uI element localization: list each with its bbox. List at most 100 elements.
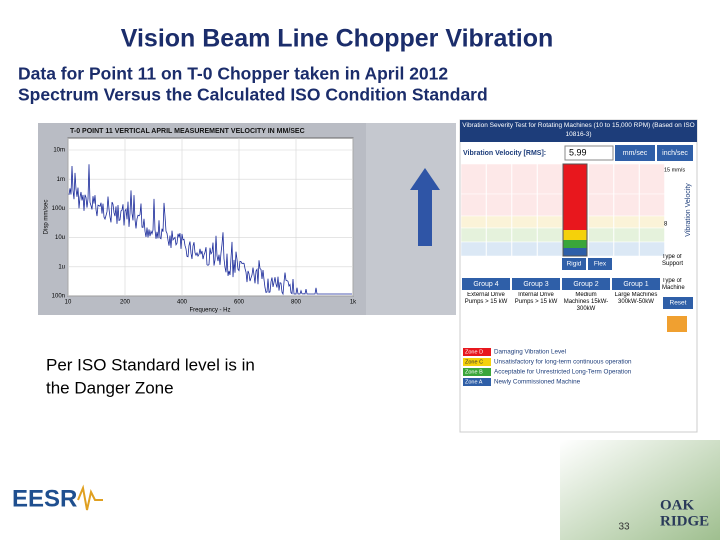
legend-text: Damaging Vibration Level	[494, 349, 566, 356]
scale-label: 8	[664, 222, 668, 228]
zone-cell	[639, 193, 665, 217]
zone-cell	[486, 227, 512, 243]
support-button[interactable]	[562, 258, 586, 270]
zone-level	[563, 240, 587, 248]
zone-cell	[537, 215, 563, 229]
unit-button[interactable]	[657, 145, 693, 161]
x-tick-label: 1k	[350, 300, 357, 306]
iso-header: Vibration Severity Test for Rotating Mac…	[462, 122, 695, 138]
legend-zone: Zone A	[465, 379, 483, 385]
arrow-shaft	[418, 188, 432, 246]
zone-cell	[486, 193, 512, 217]
group: Group 1	[623, 281, 648, 288]
x-tick-label: 800	[291, 300, 302, 306]
group-desc: External Drive Pumps > 15 kW	[464, 292, 508, 305]
group-desc: Large Machines 300kW-50kW	[614, 292, 658, 305]
zone-cell	[613, 227, 640, 243]
zone-cell	[511, 227, 538, 243]
zone-cell	[460, 241, 487, 257]
group-tab	[462, 278, 510, 290]
zone-level	[563, 248, 587, 256]
support: Flex	[594, 261, 607, 268]
zone-level	[563, 230, 587, 240]
zone-cell	[639, 227, 665, 243]
zone-cell	[511, 241, 538, 257]
unit: inch/sec	[662, 150, 688, 157]
title: Vision Beam Line Chopper Vibration	[121, 25, 553, 53]
page-number: 33	[618, 522, 630, 533]
corner-gradient	[560, 440, 720, 540]
zone-cell	[588, 241, 614, 257]
zone-cell	[460, 215, 487, 229]
note: Per ISO Standard level is in	[46, 355, 255, 374]
spectrum-line	[68, 164, 352, 296]
logo-right: OAK	[660, 497, 695, 513]
zone-cell	[639, 241, 665, 257]
legend-swatch	[463, 348, 491, 356]
legend-zone: Zone D	[465, 349, 483, 355]
zone-cell	[613, 241, 640, 257]
velocity-input	[564, 145, 614, 161]
group: Group 4	[473, 281, 498, 288]
y-axis-label: Disp mm/sec	[44, 200, 50, 235]
scale-label: 15 mm/s	[664, 167, 685, 173]
x-tick-label: 600	[234, 300, 245, 306]
zone-cell	[588, 193, 614, 217]
note: the Danger Zone	[46, 378, 174, 397]
y-tick-label: 10m	[53, 148, 65, 154]
zone-cell	[639, 163, 665, 195]
reset-button[interactable]	[663, 297, 693, 309]
logo-right: RIDGE	[660, 513, 709, 529]
zone-cell	[486, 163, 512, 195]
velocity-label: Vibration Velocity [RMS]:	[463, 150, 546, 157]
zone-cell	[486, 241, 512, 257]
y-tick-label: 100u	[52, 206, 65, 212]
zone-cell	[613, 215, 640, 229]
zone-cell	[460, 193, 487, 217]
unit: mm/sec	[623, 150, 648, 157]
group-desc-box: Internal Drive Pumps > 15 kW	[515, 292, 558, 305]
group-tab	[562, 278, 610, 290]
y-tick-label: 1m	[57, 177, 65, 183]
zone-cell	[588, 215, 614, 229]
group-desc-box: Large Machines 300kW-50kW	[614, 292, 658, 305]
zone-level	[563, 164, 587, 230]
unit-button[interactable]	[615, 145, 655, 161]
zone-cell	[537, 163, 563, 195]
zone-cell	[537, 241, 563, 257]
plot-area	[67, 137, 354, 297]
note-box	[40, 350, 450, 405]
zone-cell	[460, 163, 487, 195]
zone-cell	[537, 227, 563, 243]
y-tick-label: 10u	[55, 235, 65, 241]
x-axis-label: Frequency - Hz	[189, 308, 230, 314]
logo-wave	[77, 484, 103, 511]
legend-swatch	[463, 358, 491, 366]
reset: Reset	[670, 300, 687, 307]
group: Group 2	[573, 281, 598, 288]
subtitle: Spectrum Versus the Calculated ISO Condi…	[18, 85, 488, 105]
iso-header-bar	[460, 120, 697, 142]
y-tick-label: 1u	[58, 264, 65, 270]
legend-zone: Zone C	[465, 359, 483, 365]
logo-left: EESR	[12, 485, 77, 512]
zone-cell	[588, 227, 614, 243]
velocity-value: 5.99	[569, 147, 587, 157]
legend-text: Acceptable for Unrestricted Long-Term Op…	[494, 369, 632, 376]
machine-label: Type of Machine	[662, 278, 685, 291]
current-column	[562, 163, 588, 257]
zone-cell	[588, 163, 614, 195]
zone-cell	[537, 193, 563, 217]
group-tab	[612, 278, 660, 290]
zone-cell	[511, 163, 538, 195]
group: Group 3	[523, 281, 548, 288]
group-tab	[512, 278, 560, 290]
x-tick-label: 200	[120, 300, 131, 306]
axis-label: Vibration Velocity	[685, 183, 692, 237]
x-tick-label: 10	[65, 300, 72, 306]
arrow-head	[410, 168, 440, 190]
support-button[interactable]	[588, 258, 612, 270]
icon	[667, 316, 687, 332]
legend-zone: Zone B	[465, 369, 483, 375]
zone-cell	[511, 193, 538, 217]
